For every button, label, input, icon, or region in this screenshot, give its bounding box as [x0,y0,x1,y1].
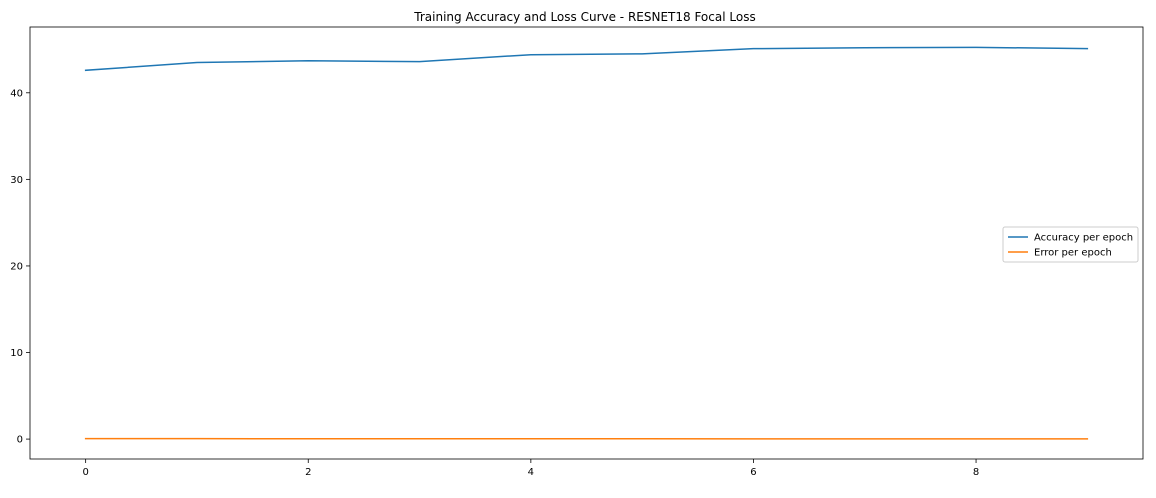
y-tick-label: 20 [10,261,23,272]
y-tick-label: 10 [10,348,23,359]
y-tick-label: 0 [17,435,23,446]
legend-label: Error per epoch [1034,248,1112,259]
x-tick-label: 4 [528,467,534,478]
plot-area [30,27,1143,459]
x-tick-label: 2 [305,467,311,478]
y-tick-label: 40 [10,88,23,99]
chart-title: Training Accuracy and Loss Curve - RESNE… [413,10,755,24]
x-tick-label: 8 [973,467,979,478]
y-tick-label: 30 [10,175,23,186]
legend: Accuracy per epoch Error per epoch [1003,227,1138,262]
x-tick-label: 6 [750,467,756,478]
x-tick-label: 0 [82,467,88,478]
legend-label: Accuracy per epoch [1034,233,1133,244]
